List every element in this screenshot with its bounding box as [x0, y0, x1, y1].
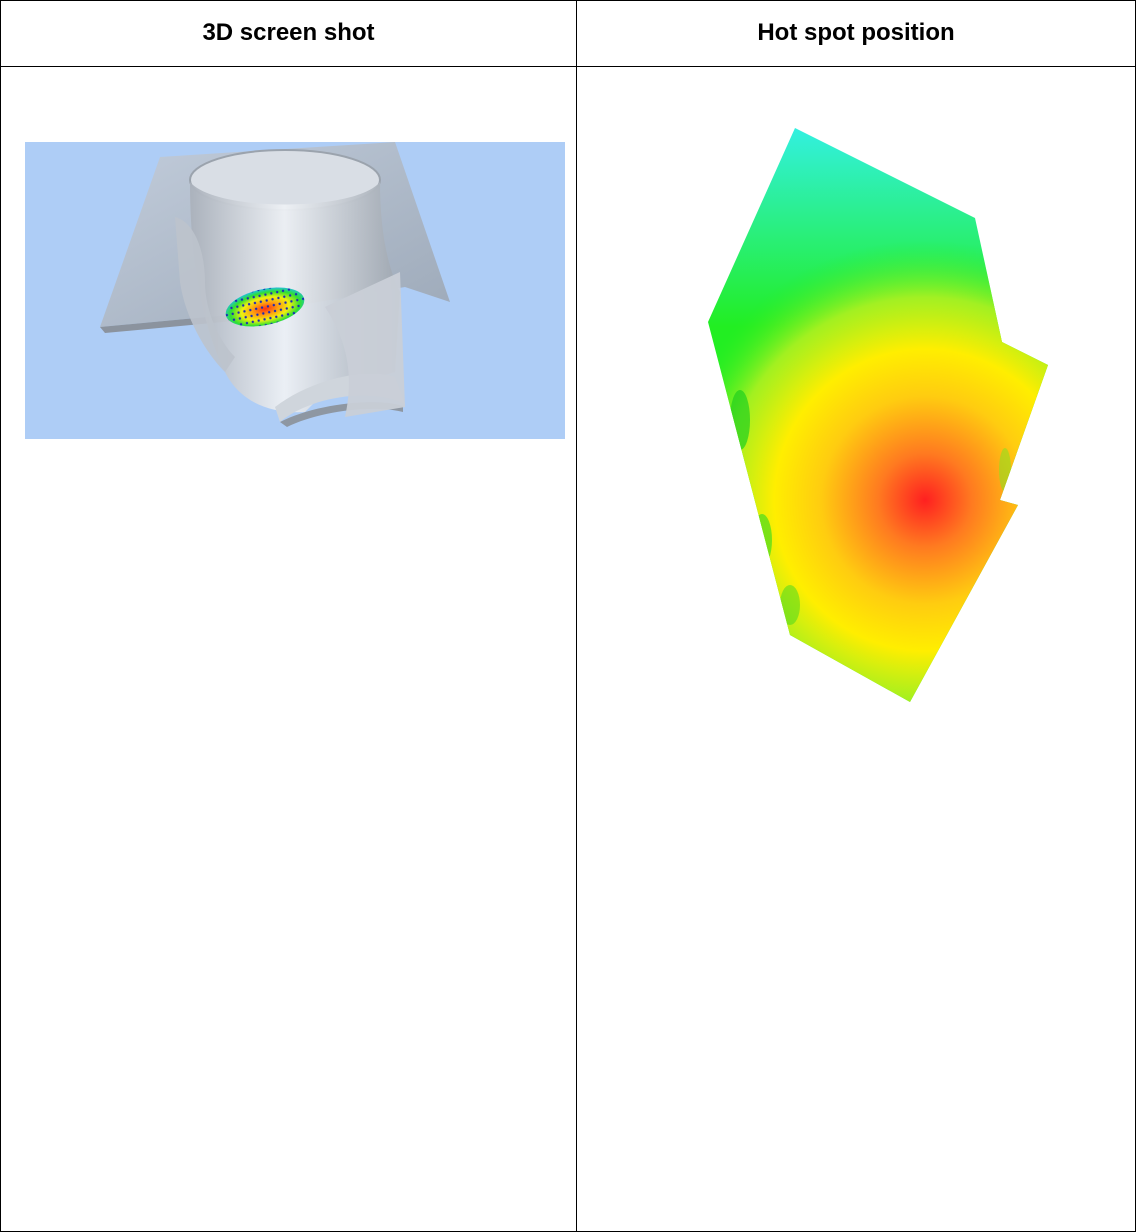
table-header-divider: [0, 66, 1136, 67]
table-column-divider: [576, 0, 577, 1232]
header-label: 3D screen shot: [202, 19, 375, 46]
table-top-border: [0, 0, 1136, 1]
header-3d-screen-shot: 3D screen shot: [1, 0, 576, 66]
header-hot-spot-position: Hot spot position: [577, 0, 1135, 66]
table-left-border: [0, 0, 1, 1232]
header-label: Hot spot position: [757, 19, 955, 46]
3d-model-render-icon: [25, 142, 565, 439]
3d-screenshot-image: [25, 142, 565, 439]
hotspot-position-image: [700, 120, 1060, 710]
heatmap-icon: [708, 128, 1048, 702]
